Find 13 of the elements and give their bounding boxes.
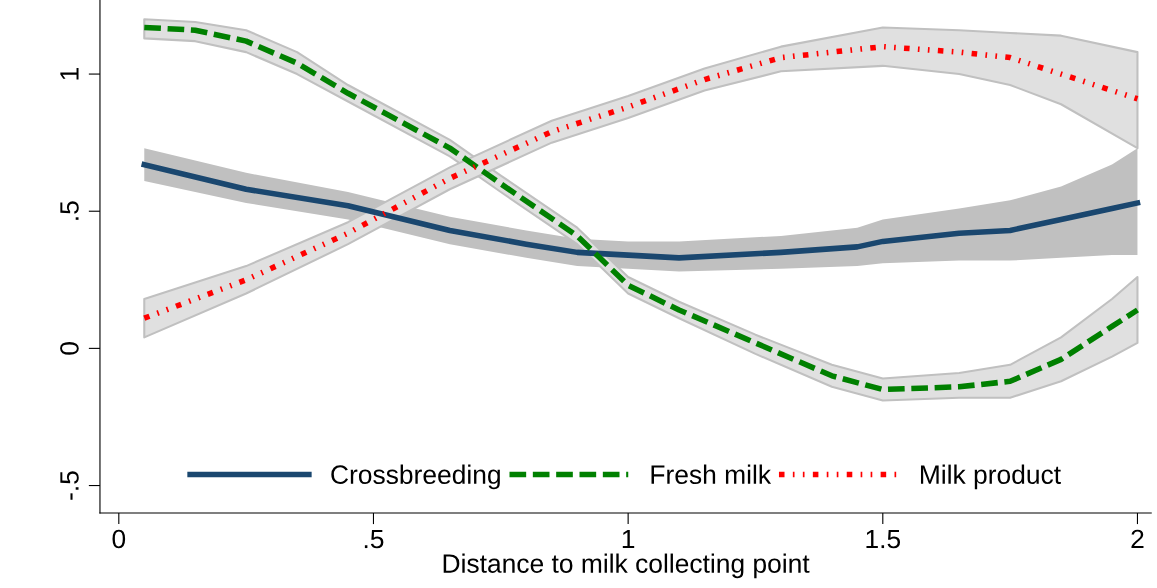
x-tick-label: 1 xyxy=(622,529,635,549)
y-tick-label: -.5 xyxy=(60,471,79,500)
x-tick-label: 2 xyxy=(1131,529,1144,549)
y-tick-label: 1 xyxy=(60,68,79,80)
x-tick-label: 0 xyxy=(112,529,126,549)
legend-label: Crossbreeding xyxy=(331,464,500,490)
x-tick-label: 1.5 xyxy=(866,529,901,549)
x-tick-label: .5 xyxy=(364,529,384,549)
legend-label: Milk product xyxy=(920,464,1061,490)
legend-label: Fresh milk xyxy=(651,464,772,485)
x-axis-title: Distance to milk collecting point xyxy=(443,553,810,579)
y-tick-label: 0 xyxy=(60,342,79,355)
y-tick-label: .5 xyxy=(60,201,79,220)
